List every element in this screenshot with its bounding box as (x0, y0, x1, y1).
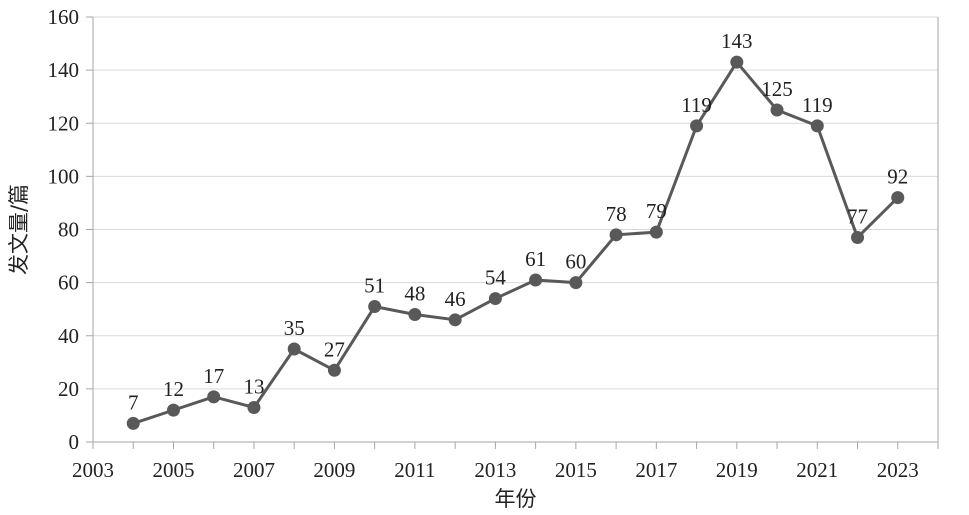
data-label-2011: 48 (404, 282, 425, 306)
data-point-2005 (166, 403, 180, 417)
x-tick-label-2019: 2019 (716, 458, 758, 482)
data-point-2017 (649, 225, 663, 239)
data-labels: 7 12 17 13 35 27 51 48 46 54 61 60 78 79 119 143 125 119 7… (128, 29, 908, 414)
data-label-2012: 46 (445, 287, 466, 311)
data-label-2019: 143 (721, 29, 753, 53)
data-point-2020 (770, 103, 784, 117)
y-tick-label-160: 160 (48, 5, 80, 29)
x-tick-label-2011: 2011 (394, 458, 435, 482)
data-label-2022: 77 (847, 204, 868, 228)
data-label-2015: 60 (565, 250, 586, 274)
series-group (126, 55, 905, 430)
data-point-2012 (448, 313, 462, 327)
y-tick-label-60: 60 (58, 271, 79, 295)
x-tick-label-2013: 2013 (474, 458, 516, 482)
gridlines (93, 16, 938, 390)
data-label-2013: 54 (485, 266, 507, 290)
data-label-2006: 17 (203, 364, 224, 388)
data-label-2020: 125 (761, 77, 793, 101)
x-tick-label-2005: 2005 (152, 458, 194, 482)
data-label-2004: 7 (128, 390, 139, 414)
data-point-2013 (488, 292, 502, 306)
data-point-2016 (609, 228, 623, 242)
data-point-2009 (327, 363, 341, 377)
data-label-2017: 79 (646, 199, 667, 223)
x-tick-label-2003: 2003 (72, 458, 114, 482)
data-point-2011 (408, 308, 422, 321)
y-tick-label-40: 40 (58, 324, 79, 348)
data-label-2007: 13 (243, 374, 264, 398)
data-point-2015 (569, 276, 583, 290)
x-axis-ticks: 2003 2005 2007 2009 2011 2013 2015 2017 2019 2021… (72, 442, 939, 482)
y-tick-label-80: 80 (58, 218, 79, 242)
x-tick-label-2023: 2023 (877, 458, 919, 482)
data-label-2023: 92 (887, 165, 908, 189)
data-point-2021 (810, 119, 824, 133)
data-point-2023 (891, 191, 905, 205)
x-axis-title: 年份 (495, 487, 537, 511)
data-label-2021: 119 (802, 93, 833, 117)
data-label-2005: 12 (163, 377, 184, 401)
data-point-2018 (690, 119, 704, 133)
data-label-2008: 35 (284, 316, 305, 340)
data-point-2006 (207, 390, 221, 404)
data-point-2014 (529, 273, 543, 287)
data-point-2010 (368, 300, 382, 314)
data-label-2009: 27 (324, 337, 345, 361)
x-tick-label-2015: 2015 (555, 458, 597, 482)
x-tick-label-2009: 2009 (313, 458, 355, 482)
y-tick-label-100: 100 (48, 164, 80, 188)
data-point-2008 (287, 342, 301, 356)
data-label-2016: 78 (606, 202, 627, 226)
x-tick-label-2007: 2007 (233, 458, 275, 482)
data-label-2010: 51 (364, 274, 385, 298)
data-point-2007 (247, 400, 261, 414)
data-label-2018: 119 (681, 93, 712, 117)
series-line (132, 60, 899, 425)
data-point-2022 (851, 230, 865, 244)
x-tick-label-2017: 2017 (635, 458, 677, 482)
y-tick-label-120: 120 (48, 111, 80, 135)
y-tick-label-140: 140 (48, 58, 80, 82)
data-point-2019 (730, 55, 744, 69)
x-tick-label-2021: 2021 (796, 458, 838, 482)
y-tick-label-0: 0 (69, 430, 80, 454)
y-axis-title: 发文量/篇 (7, 184, 31, 275)
data-label-2014: 61 (525, 247, 546, 271)
y-tick-label-20: 20 (58, 377, 79, 401)
y-axis-ticks: 0 20 40 60 80 100 120 140 160 (48, 5, 93, 454)
data-point-2004 (126, 416, 140, 430)
